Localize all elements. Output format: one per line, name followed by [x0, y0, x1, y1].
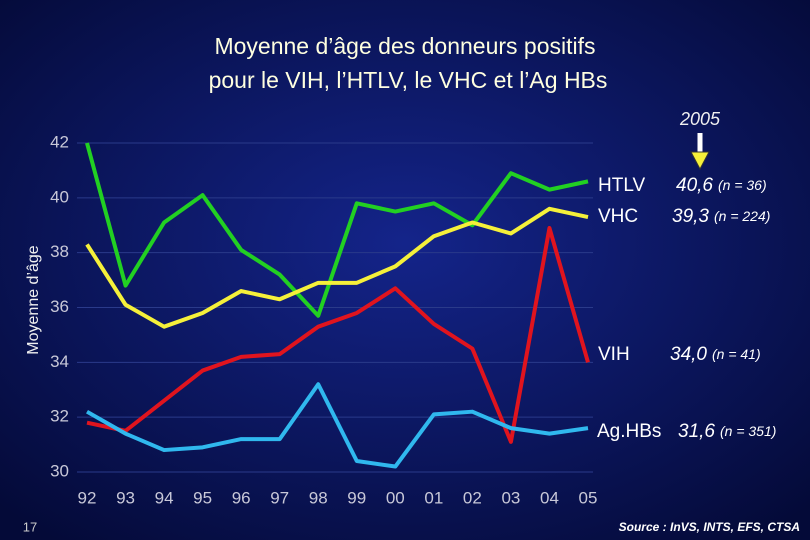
y-tick-label: 34: [50, 352, 69, 371]
end-value-number: 40,6: [676, 175, 713, 196]
series-label: VHC: [598, 206, 638, 227]
source: Source : InVS, INTS, EFS, CTSA: [619, 520, 800, 534]
y-tick-label: 36: [50, 297, 69, 316]
x-tick-label: 00: [386, 488, 405, 507]
x-tick-label: 05: [579, 488, 598, 507]
x-tick-label: 93: [116, 488, 135, 507]
end-value-number: 31,6: [678, 421, 715, 442]
y-tick-label: 30: [50, 461, 69, 480]
series-label: HTLV: [598, 175, 645, 196]
y-tick-label: 38: [50, 242, 69, 261]
x-tick-label: 97: [270, 488, 289, 507]
x-tick-label: 99: [347, 488, 366, 507]
x-tick-label: 01: [424, 488, 443, 507]
y-tick-label: 40: [50, 187, 69, 206]
series-line: [86, 382, 589, 469]
end-value: 31,6 (n = 351): [678, 421, 776, 442]
end-value-n: (n = 41): [712, 346, 761, 362]
x-tick-label: 04: [540, 488, 559, 507]
y-tick-label: 42: [50, 132, 69, 151]
end-value-number: 39,3: [672, 206, 709, 227]
x-tick-label: 02: [463, 488, 482, 507]
end-value-n: (n = 351): [720, 423, 776, 439]
x-tick-label: 98: [309, 488, 328, 507]
end-value: 40,6 (n = 36): [676, 175, 767, 196]
end-value-number: 34,0: [670, 344, 707, 365]
x-tick-label: 03: [501, 488, 520, 507]
series-label: Ag.HBs: [597, 421, 661, 442]
y-axis-label: Moyenne d’âge: [25, 245, 42, 355]
end-value-n: (n = 36): [718, 177, 767, 193]
x-tick-label: 95: [193, 488, 212, 507]
x-tick-label: 94: [155, 488, 174, 507]
end-value: 39,3 (n = 224): [672, 206, 770, 227]
end-value: 34,0 (n = 41): [670, 344, 761, 365]
chart-title: pour le VIH, l’HTLV, le VHC et l’Ag HBs: [209, 67, 608, 93]
x-tick-label: 96: [232, 488, 251, 507]
page-number: 17: [23, 519, 37, 534]
arrow: [690, 133, 710, 171]
chart-title: Moyenne d’âge des donneurs positifs: [214, 33, 595, 59]
annotation: 2005: [679, 109, 721, 129]
series-label: VIH: [598, 344, 630, 365]
series-line: [85, 142, 589, 318]
x-tick-label: 92: [78, 488, 97, 507]
end-value-n: (n = 224): [714, 208, 770, 224]
series-line: [85, 206, 589, 329]
y-tick-label: 32: [50, 407, 69, 426]
